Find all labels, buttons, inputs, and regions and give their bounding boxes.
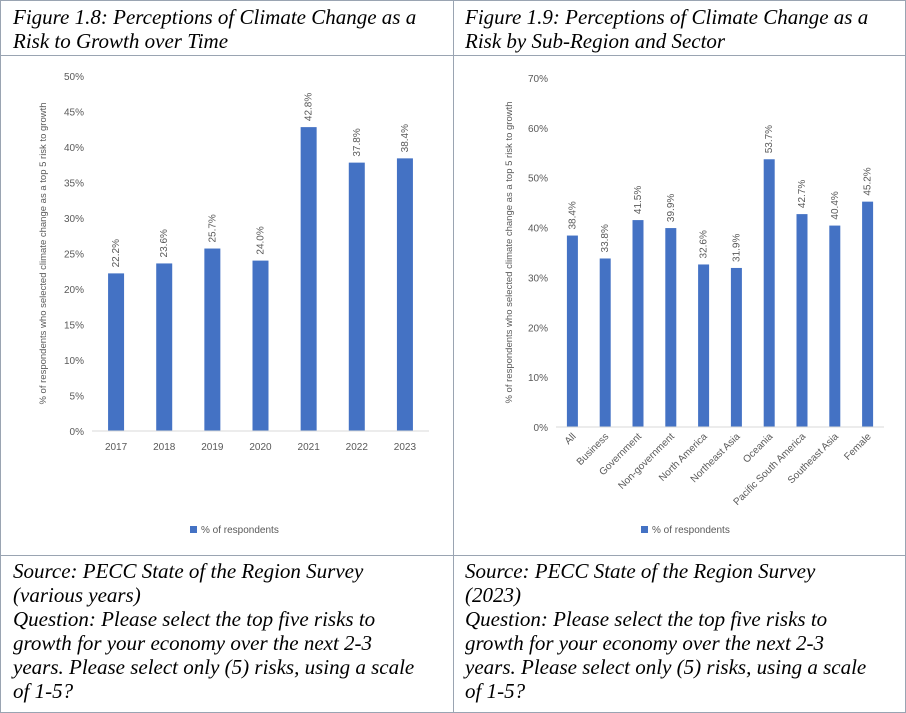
- left-ytick-label: 10%: [64, 356, 84, 367]
- left-ytick-label: 50%: [64, 72, 84, 83]
- right-bar: [763, 159, 775, 427]
- right-bar: [566, 235, 578, 427]
- left-bar: [252, 260, 269, 431]
- figure-1-9-question-line2: growth for your economy over the next 2-…: [465, 631, 825, 655]
- right-data-label: 31.9%: [731, 233, 742, 261]
- left-data-label: 38.4%: [400, 124, 411, 152]
- left-ytick-label: 30%: [64, 214, 84, 225]
- left-bar: [348, 162, 365, 431]
- right-bar: [730, 267, 742, 427]
- left-category-label: 2017: [105, 442, 128, 453]
- left-category-label: 2023: [394, 442, 417, 453]
- figure-1-8-title: Figure 1.8: Perceptions of Climate Chang…: [13, 5, 416, 53]
- right-data-label: 45.2%: [863, 167, 874, 195]
- right-category-label: All: [563, 431, 579, 447]
- right-y-axis-title: % of respondents who selected climate ch…: [504, 101, 515, 403]
- table-border-middle: [453, 0, 454, 713]
- left-data-label: 22.2%: [111, 239, 122, 267]
- figure-1-9-question-line3: years. Please select only (5) risks, usi…: [465, 655, 867, 679]
- right-category-label: Non-government: [616, 431, 677, 492]
- left-data-label: 24.0%: [256, 226, 267, 254]
- figure-1-9-chart: 0% 10% 20% 30% 40% 50% 60% 70% % of respondents …: [504, 74, 884, 536]
- right-data-label: 33.8%: [600, 224, 611, 252]
- right-bar: [862, 201, 874, 427]
- figure-1-8-question-line2: growth for your economy over the next 2-…: [13, 631, 373, 655]
- left-bar: [108, 273, 125, 431]
- right-ytick-label: 0%: [534, 423, 549, 434]
- right-bar: [796, 214, 808, 427]
- right-bar: [829, 225, 841, 427]
- figure-1-8-chart: 0% 5% 10% 15% 20% 25% 30% 35% 40% 45% 50% % of resp…: [38, 72, 429, 536]
- right-data-label: 40.4%: [830, 191, 841, 219]
- right-ytick-label: 60%: [528, 124, 548, 135]
- left-category-label: 2020: [249, 442, 272, 453]
- left-y-axis-title: % of respondents who selected climate ch…: [38, 102, 49, 404]
- figure-1-9-question-line4: of 1-5?: [465, 679, 526, 703]
- right-bar: [632, 220, 644, 427]
- table-border-top: [0, 0, 906, 1]
- figure-1-8-footnote: Source: PECC State of the Region Survey …: [13, 559, 414, 703]
- figure-1-9-title: Figure 1.9: Perceptions of Climate Chang…: [465, 5, 868, 53]
- left-bar: [156, 263, 173, 431]
- left-bar: [300, 127, 317, 432]
- left-ytick-label: 45%: [64, 108, 84, 119]
- figure-1-9-title-line2: Risk by Sub-Region and Sector: [465, 29, 726, 53]
- right-ytick-label: 40%: [528, 224, 548, 235]
- left-category-label: 2022: [346, 442, 369, 453]
- figure-1-9-source-line1: Source: PECC State of the Region Survey: [465, 559, 816, 583]
- left-ytick-label: 0%: [70, 427, 85, 438]
- right-data-label: 39.9%: [666, 194, 677, 222]
- right-ytick-label: 30%: [528, 273, 548, 284]
- right-data-label: 32.6%: [699, 230, 710, 258]
- figure-1-8-source-line2: (various years): [13, 583, 141, 607]
- right-data-label: 53.7%: [764, 125, 775, 153]
- left-ytick-label: 15%: [64, 321, 84, 332]
- right-bar: [599, 258, 611, 427]
- figure-1-8-title-line1: Figure 1.8: Perceptions of Climate Chang…: [13, 5, 417, 29]
- figure-1-9-title-line1: Figure 1.9: Perceptions of Climate Chang…: [465, 5, 869, 29]
- left-category-label: 2021: [298, 442, 321, 453]
- right-ytick-label: 20%: [528, 323, 548, 334]
- right-bar: [665, 228, 677, 427]
- table-border-chart: [0, 555, 906, 556]
- left-bar: [396, 158, 413, 432]
- right-bar: [698, 264, 710, 427]
- left-data-label: 25.7%: [207, 214, 218, 242]
- left-category-label: 2019: [201, 442, 224, 453]
- left-data-label: 42.8%: [304, 93, 315, 121]
- left-data-label: 37.8%: [352, 128, 363, 156]
- left-data-label: 23.6%: [159, 229, 170, 257]
- table-border-left: [0, 0, 1, 713]
- figure-1-9-source-line2: (2023): [465, 583, 521, 607]
- figure-1-8-question-line1: Question: Please select the top five ris…: [13, 607, 376, 631]
- figure-1-8-title-line2: Risk to Growth over Time: [13, 29, 229, 53]
- table-border-title: [0, 55, 906, 56]
- figure-1-9-footnote: Source: PECC State of the Region Survey …: [465, 559, 866, 703]
- figure-1-8-question-line3: years. Please select only (5) risks, usi…: [13, 655, 415, 679]
- right-data-label: 41.5%: [633, 186, 644, 214]
- left-ytick-label: 35%: [64, 179, 84, 190]
- left-legend-label: % of respondents: [201, 525, 279, 536]
- left-category-label: 2018: [153, 442, 176, 453]
- figure-1-8-source-line1: Source: PECC State of the Region Survey: [13, 559, 364, 583]
- right-ytick-label: 10%: [528, 373, 548, 384]
- figure-1-9-question-line1: Question: Please select the top five ris…: [465, 607, 828, 631]
- right-ytick-label: 70%: [528, 74, 548, 85]
- figure-1-8-question-line4: of 1-5?: [13, 679, 74, 703]
- left-ytick-label: 5%: [70, 392, 85, 403]
- right-data-label: 42.7%: [797, 180, 808, 208]
- right-ytick-label: 50%: [528, 174, 548, 185]
- left-bar: [204, 248, 221, 431]
- right-legend-swatch: [641, 526, 648, 533]
- left-ytick-label: 20%: [64, 285, 84, 296]
- right-data-label: 38.4%: [567, 201, 578, 229]
- left-ytick-label: 40%: [64, 143, 84, 154]
- right-category-label: Female: [842, 431, 874, 463]
- right-legend-label: % of respondents: [652, 525, 730, 536]
- left-ytick-label: 25%: [64, 250, 84, 261]
- left-legend-swatch: [190, 526, 197, 533]
